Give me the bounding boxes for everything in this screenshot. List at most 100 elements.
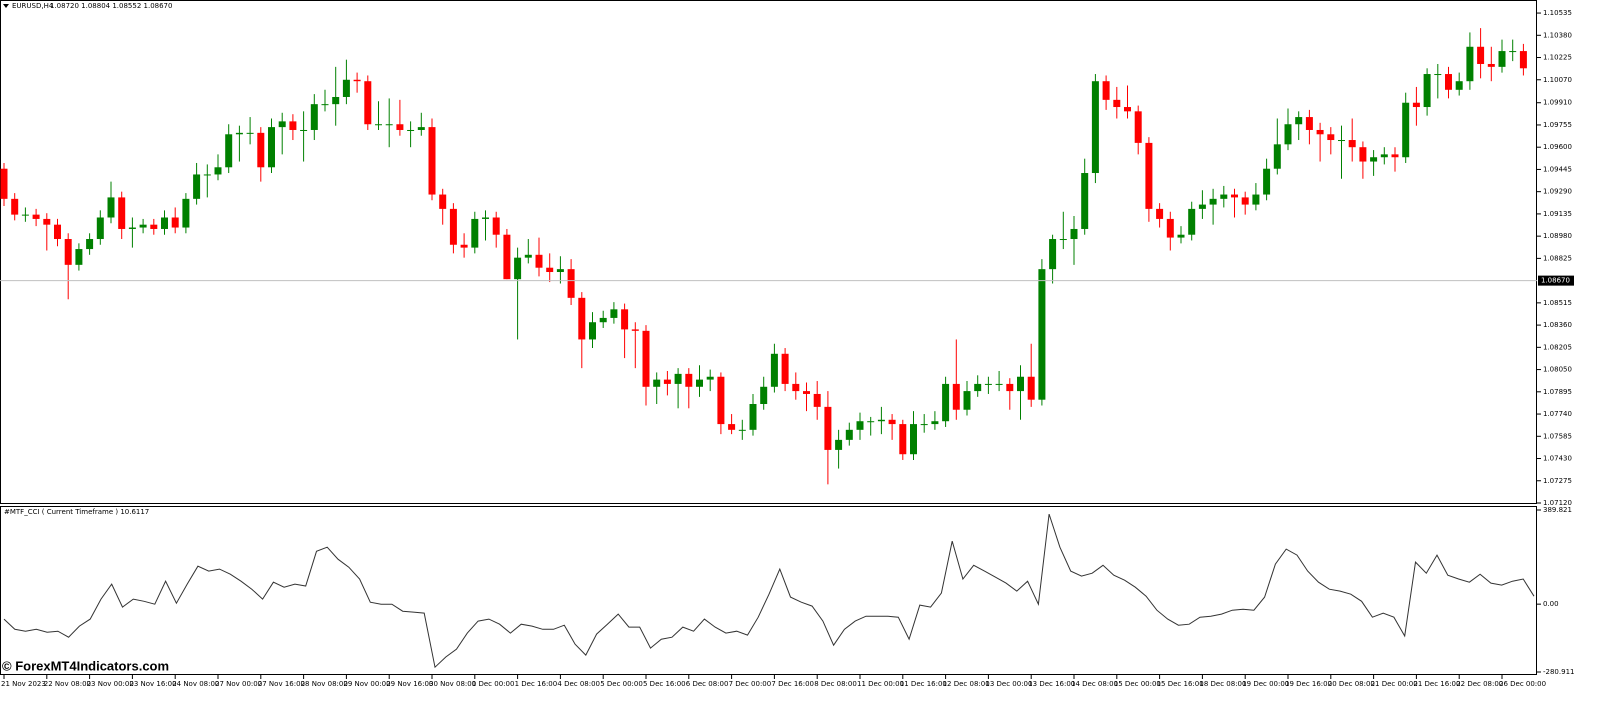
candle-body	[139, 224, 147, 228]
candle-body	[471, 218, 479, 248]
y-tick-label: 1.07430	[1543, 455, 1572, 463]
y-tick-label: 1.10070	[1543, 76, 1572, 84]
candle-body	[128, 227, 136, 229]
candle-body	[1006, 383, 1014, 392]
candle-body	[984, 383, 992, 385]
x-tick-label: 19 Dec 16:00	[1285, 680, 1332, 688]
candle-body	[1220, 194, 1228, 199]
candle-body	[1263, 168, 1271, 195]
candle-body	[942, 383, 950, 422]
candle-body	[268, 127, 275, 168]
candle-body	[856, 421, 864, 430]
candle-body	[1145, 142, 1153, 209]
y-tick-label: 1.08360	[1543, 321, 1572, 329]
x-tick-label: 8 Dec 08:00	[814, 680, 857, 688]
candle-body	[1402, 102, 1410, 158]
candle-body	[621, 309, 629, 330]
candle-body	[589, 322, 596, 340]
candle-body	[706, 376, 714, 380]
candle-body	[1370, 157, 1378, 162]
candle-body	[1102, 81, 1110, 100]
x-tick-label: 21 Dec 00:00	[1371, 680, 1418, 688]
candle-body	[995, 383, 1003, 385]
candle-body	[1081, 173, 1089, 229]
candle-body	[803, 391, 810, 394]
candle-body	[214, 167, 222, 175]
candle-body	[888, 419, 896, 425]
candle-body	[1445, 74, 1452, 90]
candle-body	[1252, 194, 1260, 205]
candle-body	[75, 249, 83, 265]
candle-body	[738, 429, 746, 431]
candle-body	[257, 132, 265, 168]
watermark: © ForexMT4Indicators.com	[2, 658, 169, 673]
main-frame	[0, 0, 1537, 504]
candle-body	[920, 424, 928, 426]
y-tick-label: 1.07275	[1543, 477, 1572, 485]
x-tick-label: 30 Nov 08:00	[429, 680, 476, 688]
candle-body	[1017, 376, 1024, 392]
candle-body	[54, 224, 61, 240]
candle-body	[449, 208, 457, 245]
candle-body	[1284, 124, 1292, 145]
candle-body	[546, 267, 554, 273]
x-tick-label: 19 Dec 00:00	[1242, 680, 1289, 688]
candle-body	[685, 373, 693, 387]
candle-body	[1412, 102, 1420, 108]
y-tick-label: 1.08050	[1543, 366, 1572, 374]
x-tick-label: 1 Dec 00:00	[472, 680, 515, 688]
menu-arrow[interactable]	[3, 4, 9, 8]
x-tick-label: 24 Nov 08:00	[172, 680, 219, 688]
candle-body	[524, 254, 532, 258]
candle-body	[1477, 46, 1485, 64]
x-tick-label: 26 Dec 00:00	[1499, 680, 1546, 688]
x-tick-label: 1 Dec 16:00	[515, 680, 558, 688]
candle-body	[1177, 234, 1185, 238]
candle-body	[1113, 99, 1121, 108]
candle-body	[321, 104, 329, 106]
candle-body	[728, 424, 736, 430]
x-tick-label: 7 Dec 16:00	[771, 680, 814, 688]
candle-body	[599, 317, 607, 323]
y-tick-label: 1.10380	[1543, 31, 1572, 39]
candle-body	[353, 79, 361, 82]
x-tick-label: 20 Dec 08:00	[1328, 680, 1375, 688]
x-tick-label: 6 Dec 08:00	[686, 680, 729, 688]
candle-body	[332, 96, 340, 105]
x-tick-label: 23 Nov 00:00	[87, 680, 134, 688]
candle-body	[781, 353, 789, 384]
candle-body	[64, 239, 72, 265]
candle-body	[770, 353, 778, 387]
candle-body	[1070, 228, 1078, 240]
y-tick-label: 1.08825	[1543, 254, 1572, 262]
y-tick-label: 1.09755	[1543, 121, 1572, 129]
candle-body	[1198, 204, 1206, 209]
x-tick-label: 5 Dec 16:00	[643, 680, 686, 688]
candle-body	[342, 79, 350, 97]
candle-body	[1166, 218, 1174, 238]
candle-body	[278, 121, 286, 128]
candle-body	[460, 244, 468, 248]
x-tick-label: 15 Dec 00:00	[1114, 680, 1161, 688]
candle-body	[867, 421, 875, 423]
candle-body	[653, 379, 661, 387]
y-tick-label: 1.08515	[1543, 299, 1572, 307]
y-tick-label: 1.10535	[1543, 9, 1572, 17]
candle-body	[663, 379, 671, 384]
candle-body	[11, 198, 19, 215]
candle-body	[407, 129, 415, 131]
candle-body	[1091, 81, 1099, 174]
candle-body	[813, 393, 821, 407]
candle-body	[1124, 107, 1131, 112]
candle-body	[514, 257, 522, 280]
y-tick-label: 389.821	[1543, 506, 1572, 514]
x-tick-label: 21 Dec 16:00	[1413, 680, 1460, 688]
candle-body	[96, 217, 104, 240]
candle-body	[642, 330, 650, 387]
y-tick-label: 1.09600	[1543, 143, 1572, 151]
candle-body	[1134, 111, 1142, 143]
indicator-frame	[0, 506, 1537, 675]
candle-body	[610, 309, 618, 318]
candle-body	[503, 234, 511, 280]
candle-body	[877, 419, 885, 422]
